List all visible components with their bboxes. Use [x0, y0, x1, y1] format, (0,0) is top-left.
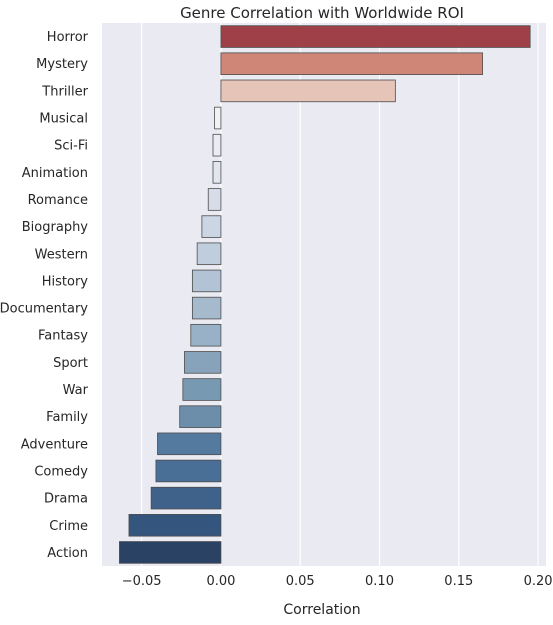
category-label: Western	[35, 247, 88, 262]
bar-sci-fi	[212, 133, 222, 157]
category-label: Mystery	[36, 57, 88, 72]
category-label: Fantasy	[38, 329, 88, 344]
bar-sport	[184, 351, 222, 374]
category-label: Sci-Fi	[54, 139, 88, 154]
bar-musical	[214, 106, 222, 130]
x-tick-label: 0.15	[444, 574, 473, 589]
x-tick-label: 0.05	[286, 574, 315, 589]
category-label: Crime	[49, 519, 88, 534]
category-label: History	[42, 274, 89, 289]
category-label: Horror	[47, 30, 89, 45]
bar-romance	[207, 188, 222, 211]
bar-documentary	[191, 296, 222, 320]
x-tick-label: 0.00	[206, 574, 235, 589]
category-label: Action	[47, 546, 88, 561]
category-label: Drama	[44, 492, 88, 507]
category-label: Romance	[28, 193, 88, 208]
category-label: Adventure	[21, 437, 88, 452]
bar-drama	[150, 486, 222, 510]
category-label: Thriller	[41, 84, 88, 99]
bar-comedy	[155, 459, 222, 483]
tick-labels: −0.05 0.00 0.05 0.10 0.15 0.20	[122, 574, 553, 589]
bar-thriller	[220, 79, 396, 103]
chart-title: Genre Correlation with Worldwide ROI	[180, 4, 464, 22]
bar-adventure	[157, 432, 222, 456]
bar-action	[119, 541, 222, 564]
x-tick-label: 0.10	[365, 574, 394, 589]
bar-biography	[201, 215, 222, 238]
bars	[119, 25, 531, 564]
bar-crime	[128, 514, 222, 537]
category-label: Family	[46, 410, 88, 425]
category-label: Comedy	[34, 464, 88, 479]
bar-horror	[220, 25, 531, 48]
bar-history	[191, 269, 222, 293]
x-tick-label: 0.20	[524, 574, 553, 589]
category-label: Biography	[22, 220, 89, 235]
category-label: Animation	[22, 166, 88, 181]
x-axis-title: Correlation	[283, 602, 360, 618]
bar-family	[179, 405, 222, 428]
bar-mystery	[220, 52, 483, 75]
bar-fantasy	[190, 323, 222, 347]
category-label: War	[63, 383, 89, 398]
category-label: Sport	[53, 356, 88, 371]
plot-background	[102, 23, 546, 566]
bar-western	[196, 242, 222, 266]
x-tick-label: −0.05	[122, 574, 162, 589]
bar-war	[182, 378, 222, 401]
category-label: Documentary	[0, 302, 88, 317]
bar-animation	[212, 161, 222, 184]
category-label: Musical	[39, 112, 88, 127]
category-labels: Horror Mystery Thriller Musical Sci-Fi Animat…	[0, 30, 89, 561]
